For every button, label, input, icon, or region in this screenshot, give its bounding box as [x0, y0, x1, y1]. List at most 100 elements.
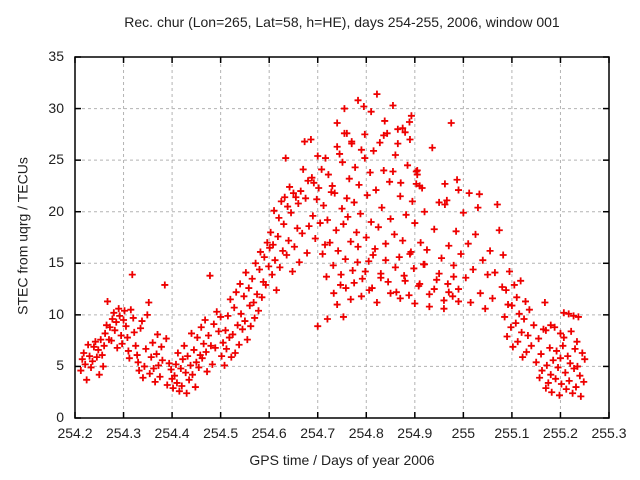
data-point: [282, 154, 290, 162]
data-point: [361, 268, 369, 276]
x-tick-label: 254.9: [397, 425, 433, 441]
data-point: [554, 363, 562, 371]
data-point: [265, 262, 273, 270]
data-point: [361, 130, 369, 138]
data-point: [382, 240, 390, 248]
data-point: [406, 136, 414, 144]
data-point: [187, 361, 195, 369]
y-tick-label: 30: [48, 99, 64, 116]
data-point: [271, 256, 279, 264]
data-point: [556, 354, 564, 362]
data-point: [236, 280, 244, 288]
data-point: [394, 140, 402, 148]
data-point: [555, 391, 563, 399]
data-point: [515, 310, 523, 318]
data-point: [149, 339, 157, 347]
data-point: [547, 371, 555, 379]
data-point: [158, 356, 166, 364]
data-point: [360, 103, 368, 111]
data-point: [382, 256, 390, 264]
y-tick-label: 15: [48, 254, 64, 271]
data-point: [106, 323, 114, 331]
data-point: [527, 342, 535, 350]
data-point: [457, 250, 465, 258]
x-tick-label: 254.4: [154, 425, 190, 441]
data-point: [260, 253, 268, 261]
data-point: [354, 96, 362, 104]
data-point: [381, 117, 389, 125]
data-point: [290, 243, 298, 251]
data-point: [322, 273, 330, 281]
data-point: [270, 207, 278, 215]
data-point: [188, 329, 196, 337]
data-point: [499, 251, 507, 259]
data-point: [311, 235, 319, 243]
data-point: [508, 302, 516, 310]
data-point: [276, 263, 284, 271]
data-point: [327, 188, 335, 196]
data-point: [253, 290, 261, 298]
data-point: [197, 323, 205, 331]
data-point: [183, 389, 191, 397]
data-point: [476, 289, 484, 297]
data-point: [445, 288, 453, 296]
data-point: [372, 186, 380, 194]
data-point: [449, 292, 457, 300]
data-point: [208, 360, 216, 368]
data-point: [182, 369, 190, 377]
data-point: [285, 237, 293, 245]
data-point: [525, 306, 533, 314]
data-point: [573, 362, 581, 370]
data-point: [380, 166, 388, 174]
data-point: [324, 171, 332, 179]
data-point: [514, 338, 522, 346]
data-point: [543, 361, 551, 369]
data-point: [425, 303, 433, 311]
data-point: [231, 349, 239, 357]
data-point: [377, 274, 385, 282]
data-point: [356, 210, 364, 218]
data-point: [235, 341, 243, 349]
data-point: [125, 354, 133, 362]
data-point: [505, 268, 513, 276]
data-point: [179, 355, 187, 363]
data-point: [441, 200, 449, 208]
data-point: [347, 295, 355, 303]
data-point: [162, 335, 170, 343]
data-point: [576, 372, 584, 380]
data-point: [384, 278, 392, 286]
data-point: [502, 286, 510, 294]
data-point: [573, 338, 581, 346]
data-point: [493, 200, 501, 208]
data-point: [284, 203, 292, 211]
y-tick-label: 5: [56, 357, 64, 374]
data-point: [333, 143, 341, 151]
data-point: [91, 338, 99, 346]
data-point: [242, 269, 250, 277]
data-point: [336, 150, 344, 158]
data-point: [137, 324, 145, 332]
data-point: [292, 193, 300, 201]
data-point: [564, 352, 572, 360]
data-point: [467, 298, 475, 306]
data-point: [289, 189, 297, 197]
data-point: [321, 154, 329, 162]
data-point: [542, 384, 550, 392]
data-point: [354, 258, 362, 266]
data-point: [205, 331, 212, 339]
data-point: [341, 255, 349, 263]
data-point: [537, 350, 545, 358]
data-point: [134, 358, 142, 366]
data-point: [342, 284, 350, 292]
x-tick-label: 254.2: [57, 425, 93, 441]
data-point: [78, 355, 86, 363]
data-point: [95, 371, 103, 379]
data-point: [395, 253, 403, 261]
y-tick-label: 10: [48, 305, 64, 322]
data-point: [455, 285, 463, 293]
data-point: [522, 348, 530, 356]
data-point: [453, 176, 461, 184]
data-point: [510, 281, 518, 289]
data-point: [421, 260, 429, 268]
